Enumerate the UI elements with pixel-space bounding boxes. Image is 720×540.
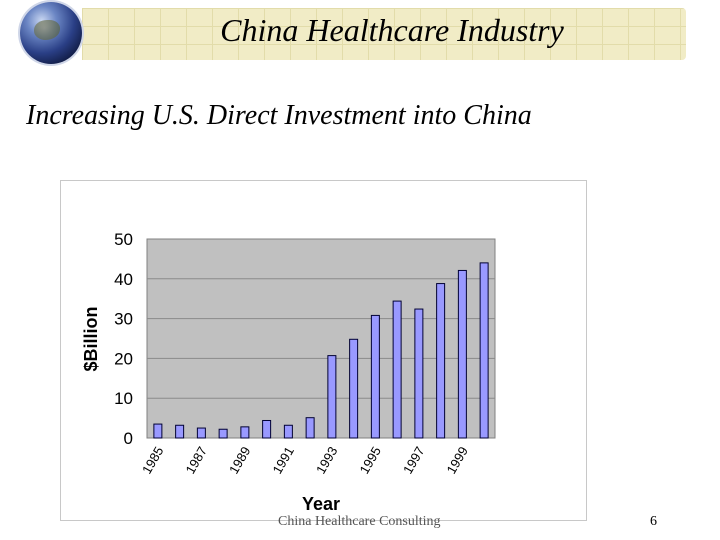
bar-1991 <box>283 424 293 439</box>
page-number: 6 <box>650 514 657 529</box>
bar-1985 <box>153 423 163 439</box>
bar-1997 <box>414 308 424 439</box>
bar-1988 <box>218 428 228 439</box>
x-tick-label: 1991 <box>270 444 297 477</box>
bar-1993 <box>327 355 337 439</box>
bar-1998 <box>436 283 446 439</box>
slide-subtitle: Increasing U.S. Direct Investment into C… <box>26 100 532 131</box>
slide-title: China Healthcare Industry <box>220 12 564 48</box>
bar-1989 <box>240 426 250 439</box>
x-tick-label: 1993 <box>313 444 340 477</box>
globe-logo-icon <box>20 2 82 64</box>
bar-1996 <box>392 300 402 439</box>
bar-1987 <box>196 427 206 439</box>
header-band <box>82 8 686 60</box>
bar-1995 <box>370 314 380 439</box>
bar-chart: 0 10 20 30 40 50 1985 1987 1989 1991 1993 1995 1997… <box>81 230 496 514</box>
y-tick-label: 50 <box>114 230 133 249</box>
y-axis-label: $Billion <box>81 306 101 371</box>
x-tick-label: 1987 <box>183 444 210 477</box>
y-tick-label: 20 <box>114 349 133 368</box>
x-tick-label: 1997 <box>400 444 427 477</box>
x-axis-label: Year <box>302 494 340 514</box>
x-tick-label: 1995 <box>357 444 384 477</box>
bar-1999 <box>457 269 467 439</box>
y-tick-label: 0 <box>124 429 133 448</box>
y-tick-label: 10 <box>114 389 133 408</box>
x-tick-label: 1989 <box>226 444 253 477</box>
x-tick-label: 1985 <box>139 444 166 477</box>
x-tick-label: 1999 <box>444 444 471 477</box>
chart-frame: 0 10 20 30 40 50 1985 1987 1989 1991 1993 1995 1997… <box>60 180 587 521</box>
bar-1990 <box>262 419 272 439</box>
bar-1994 <box>349 338 359 439</box>
footer-text: China Healthcare Consulting <box>278 514 441 529</box>
bar-1986 <box>175 424 185 439</box>
bar-2000 <box>479 262 489 439</box>
y-tick-label: 30 <box>114 310 133 329</box>
y-tick-label: 40 <box>114 270 133 289</box>
bar-1992 <box>305 417 315 439</box>
